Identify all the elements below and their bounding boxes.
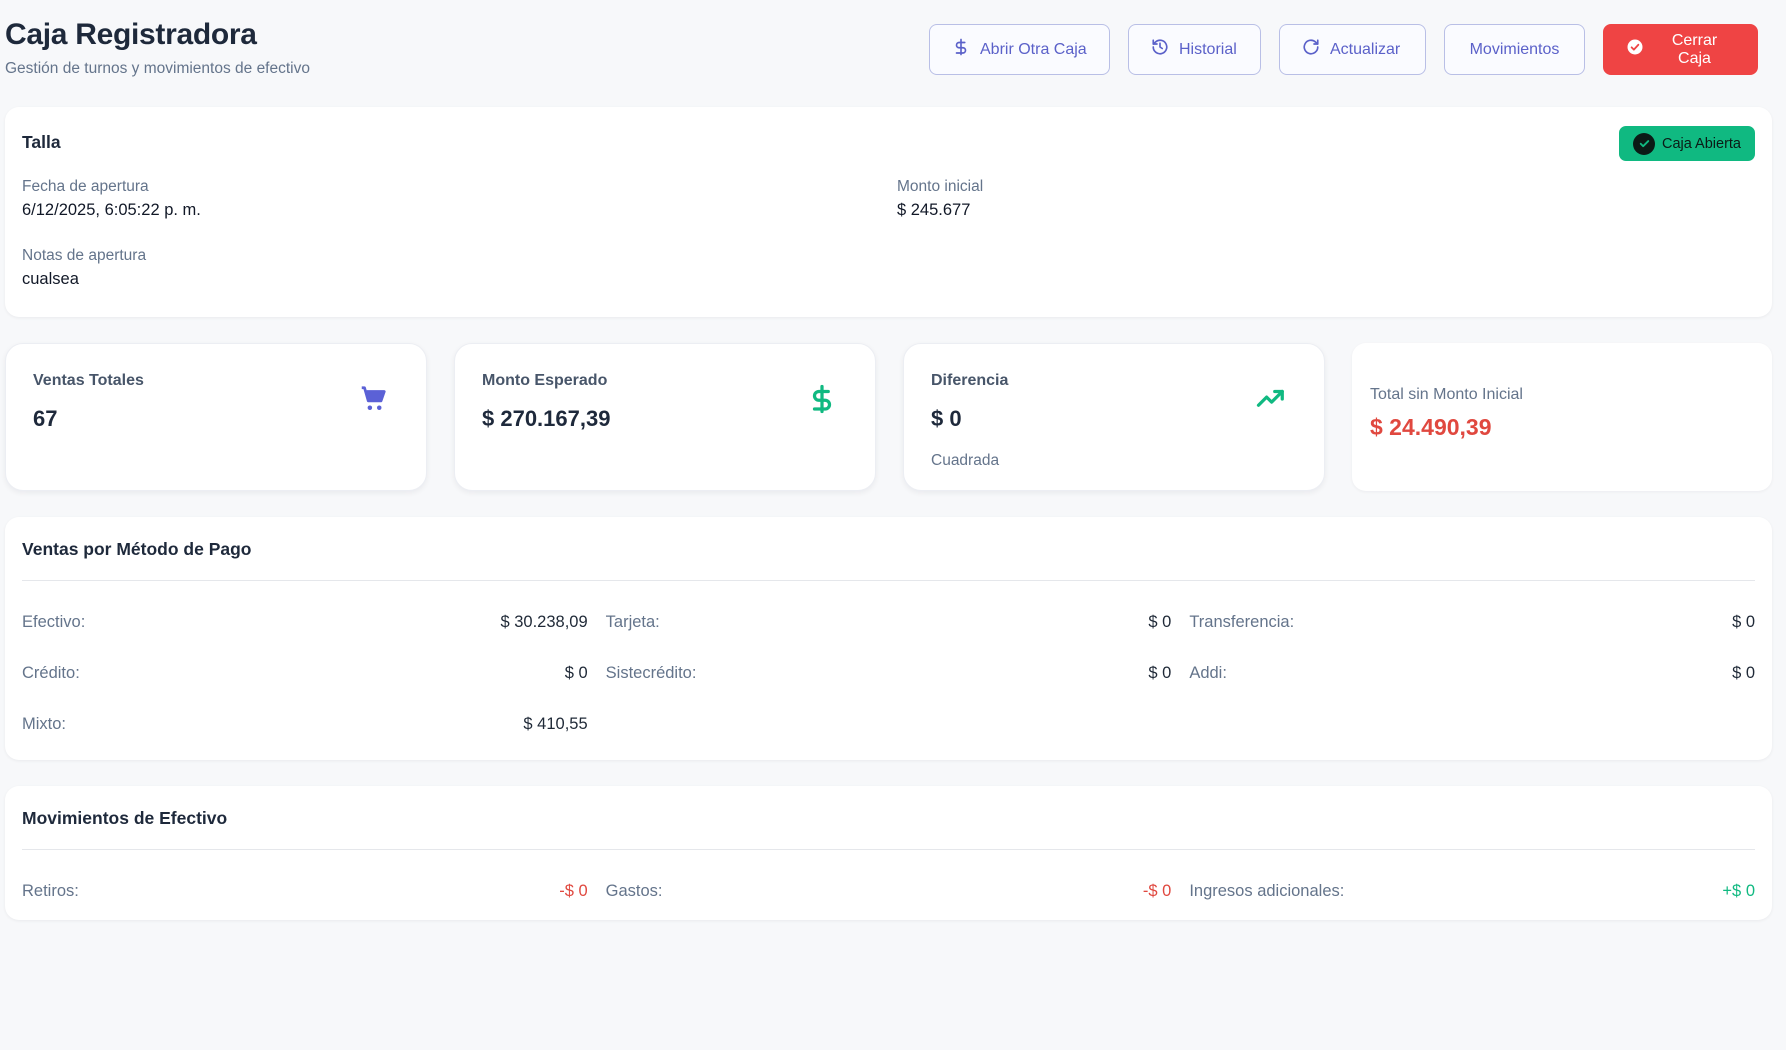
dollar-icon <box>807 384 837 414</box>
total-without-initial-value: $ 24.490,39 <box>1370 414 1492 440</box>
expected-amount-card: Monto Esperado $ 270.167,39 <box>454 343 876 491</box>
stats-row: Ventas Totales 67 Monto Esperado $ 270.1… <box>5 343 1772 491</box>
dollar-icon <box>952 38 970 61</box>
payment-value: $ 0 <box>1732 613 1755 631</box>
divider <box>22 849 1755 850</box>
payment-row-addi: Addi: $ 0 <box>1189 648 1755 699</box>
movement-value: -$ 0 <box>1142 882 1172 900</box>
history-icon <box>1151 38 1169 61</box>
total-without-initial-label: Total sin Monto Inicial <box>1370 386 1523 403</box>
check-circle-icon <box>1626 38 1644 61</box>
refresh-icon <box>1302 38 1320 61</box>
opening-notes-value: cualsea <box>22 270 79 288</box>
trending-up-icon <box>1256 384 1286 414</box>
payment-label: Mixto: <box>22 715 67 733</box>
payment-row-transferencia: Transferencia: $ 0 <box>1189 597 1755 648</box>
close-register-label: Cerrar Caja <box>1671 31 1718 67</box>
page-header: Caja Registradora Gestión de turnos y mo… <box>5 0 1772 107</box>
cash-movements-grid: Retiros: -$ 0 Gastos: -$ 0 Ingresos adic… <box>22 866 1755 917</box>
payment-value: $ 0 <box>1148 664 1172 682</box>
page-title: Caja Registradora <box>5 18 257 51</box>
close-register-button[interactable]: Cerrar Caja <box>1603 24 1758 75</box>
movement-row-retiros: Retiros: -$ 0 <box>22 866 588 917</box>
opening-date-label: Fecha de apertura <box>22 178 149 195</box>
opening-date-field: Fecha de apertura 6/12/2025, 6:05:22 p. … <box>22 178 201 220</box>
payment-label: Transferencia: <box>1189 613 1295 631</box>
payment-row-mixto: Mixto: $ 410,55 <box>22 699 588 750</box>
cart-icon <box>358 384 388 414</box>
difference-label: Diferencia <box>931 372 1009 389</box>
opening-date-value: 6/12/2025, 6:05:22 p. m. <box>22 201 201 219</box>
payment-methods-grid: Efectivo: $ 30.238,09 Tarjeta: $ 0 Trans… <box>22 597 1755 750</box>
total-without-initial-card: Total sin Monto Inicial $ 24.490,39 <box>1352 343 1772 491</box>
history-button[interactable]: Historial <box>1128 24 1261 75</box>
check-icon <box>1633 132 1655 155</box>
difference-status: Cuadrada <box>931 452 1000 469</box>
movement-row-gastos: Gastos: -$ 0 <box>606 866 1172 917</box>
movement-value: -$ 0 <box>559 882 588 900</box>
payment-value: $ 0 <box>564 664 588 682</box>
difference-card: Diferencia $ 0 Cuadrada <box>903 343 1325 491</box>
opening-notes-field: Notas de apertura cualsea <box>22 247 146 289</box>
payment-row-efectivo: Efectivo: $ 30.238,09 <box>22 597 588 648</box>
payment-methods-title: Ventas por Método de Pago <box>22 539 252 559</box>
status-badge: Caja Abierta <box>1619 126 1755 161</box>
payment-label: Efectivo: <box>22 613 86 631</box>
payment-row-credito: Crédito: $ 0 <box>22 648 588 699</box>
initial-amount-value: $ 245.677 <box>897 201 971 219</box>
expected-amount-value: $ 270.167,39 <box>482 406 611 431</box>
refresh-button[interactable]: Actualizar <box>1279 24 1426 75</box>
payment-value: $ 0 <box>1148 613 1172 631</box>
payment-row-sistecredito: Sistecrédito: $ 0 <box>606 648 1172 699</box>
cash-movements-card: Movimientos de Efectivo Retiros: -$ 0 Ga… <box>5 786 1772 920</box>
payment-row-tarjeta: Tarjeta: $ 0 <box>606 597 1172 648</box>
movement-value: +$ 0 <box>1722 882 1755 900</box>
movement-row-ingresos: Ingresos adicionales: +$ 0 <box>1189 866 1755 917</box>
refresh-label: Actualizar <box>1330 40 1401 58</box>
status-label: Caja Abierta <box>1662 135 1741 152</box>
shift-name: Talla <box>22 132 61 152</box>
payment-methods-card: Ventas por Método de Pago Efectivo: $ 30… <box>5 517 1772 760</box>
history-label: Historial <box>1179 40 1237 58</box>
initial-amount-field: Monto inicial $ 245.677 <box>897 178 983 220</box>
payment-label: Tarjeta: <box>605 613 660 631</box>
cash-movements-title: Movimientos de Efectivo <box>22 808 228 828</box>
open-another-register-label: Abrir Otra Caja <box>980 40 1087 58</box>
payment-label: Crédito: <box>22 664 80 682</box>
difference-value: $ 0 <box>931 406 962 431</box>
payment-label: Sistecrédito: <box>605 664 697 682</box>
total-sales-value: 67 <box>33 406 58 431</box>
expected-amount-label: Monto Esperado <box>482 372 608 389</box>
header-actions: Abrir Otra Caja Historial Actualizar Mov… <box>929 24 1758 75</box>
page-subtitle: Gestión de turnos y movimientos de efect… <box>5 60 310 77</box>
shift-info-card: Talla Caja Abierta Fecha de apertura 6/1… <box>5 107 1772 317</box>
payment-label: Addi: <box>1189 664 1227 682</box>
payment-value: $ 410,55 <box>523 715 588 733</box>
total-sales-card: Ventas Totales 67 <box>5 343 427 491</box>
movements-button[interactable]: Movimientos <box>1444 24 1585 75</box>
payment-value: $ 30.238,09 <box>500 613 588 631</box>
movement-label: Retiros: <box>22 882 79 900</box>
divider <box>22 580 1755 581</box>
movement-label: Gastos: <box>605 882 663 900</box>
initial-amount-label: Monto inicial <box>897 178 984 195</box>
total-sales-label: Ventas Totales <box>33 372 144 389</box>
payment-value: $ 0 <box>1732 664 1755 682</box>
open-another-register-button[interactable]: Abrir Otra Caja <box>929 24 1110 75</box>
opening-notes-label: Notas de apertura <box>22 247 147 264</box>
movement-label: Ingresos adicionales: <box>1189 882 1345 900</box>
title-block: Caja Registradora Gestión de turnos y mo… <box>5 18 310 78</box>
